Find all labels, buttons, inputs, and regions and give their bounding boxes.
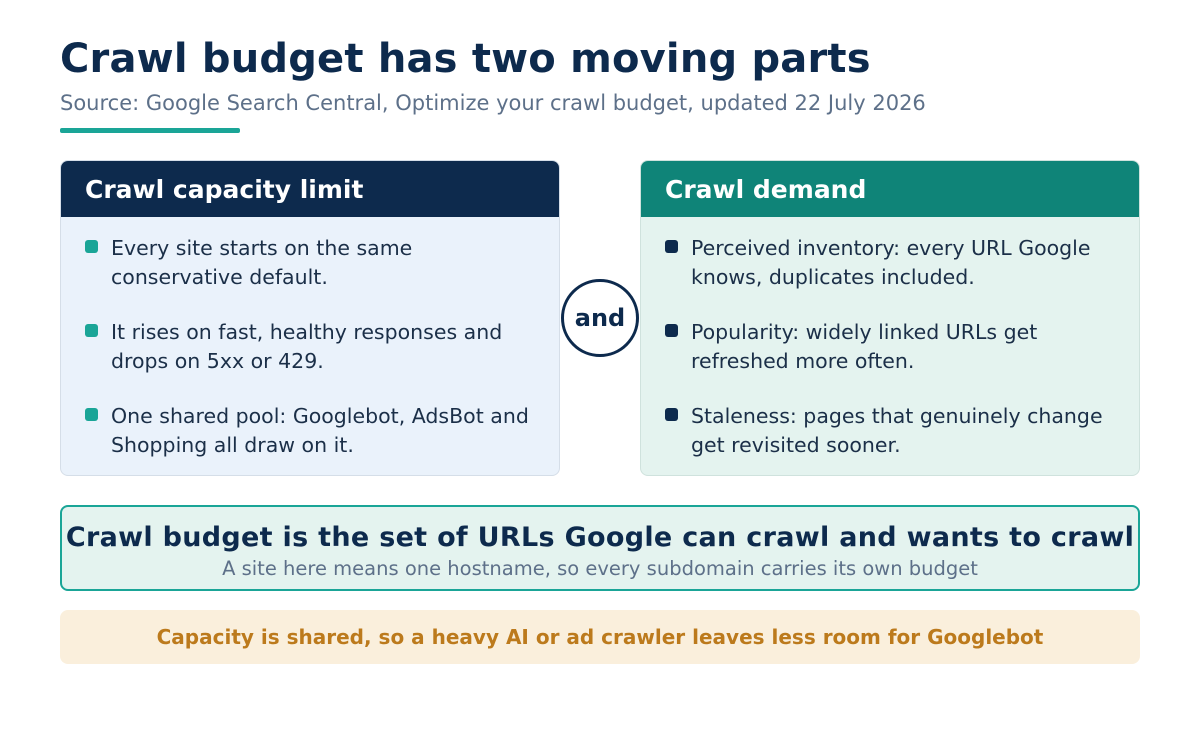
capacity-card: Crawl capacity limit Every site starts o… xyxy=(60,160,560,476)
demand-bullet-text: Staleness: pages that genuinely change g… xyxy=(691,404,1103,457)
square-bullet-icon xyxy=(665,240,678,253)
demand-bullet: Popularity: widely linked URLs get refre… xyxy=(665,318,1117,376)
title-accent-rule xyxy=(60,128,240,133)
demand-bullet-text: Popularity: widely linked URLs get refre… xyxy=(691,320,1038,373)
demand-bullet-list: Perceived inventory: every URL Google kn… xyxy=(641,217,1139,460)
and-connector: and xyxy=(561,279,639,357)
demand-bullet-text: Perceived inventory: every URL Google kn… xyxy=(691,236,1091,289)
demand-bullet: Perceived inventory: every URL Google kn… xyxy=(665,234,1117,292)
capacity-bullet-text: One shared pool: Googlebot, AdsBot and S… xyxy=(111,404,529,457)
capacity-bullet: Every site starts on the same conservati… xyxy=(85,234,537,292)
definition-note: A site here means one hostname, so every… xyxy=(222,557,978,580)
demand-card-heading: Crawl demand xyxy=(641,161,1139,217)
capacity-bullet: It rises on fast, healthy responses and … xyxy=(85,318,537,376)
square-bullet-icon xyxy=(85,240,98,253)
capacity-bullet-text: Every site starts on the same conservati… xyxy=(111,236,413,289)
page-title: Crawl budget has two moving parts xyxy=(60,36,871,82)
square-bullet-icon xyxy=(665,324,678,337)
definition-statement: Crawl budget is the set of URLs Google c… xyxy=(65,522,1135,553)
capacity-bullet: One shared pool: Googlebot, AdsBot and S… xyxy=(85,402,537,460)
capacity-bullet-text: It rises on fast, healthy responses and … xyxy=(111,320,503,373)
square-bullet-icon xyxy=(665,408,678,421)
demand-card: Crawl demand Perceived inventory: every … xyxy=(640,160,1140,476)
square-bullet-icon xyxy=(85,408,98,421)
definition-box: Crawl budget is the set of URLs Google c… xyxy=(60,505,1140,591)
square-bullet-icon xyxy=(85,324,98,337)
capacity-card-heading: Crawl capacity limit xyxy=(61,161,559,217)
capacity-bullet-list: Every site starts on the same conservati… xyxy=(61,217,559,460)
shared-capacity-callout: Capacity is shared, so a heavy AI or ad … xyxy=(60,610,1140,664)
source-subtitle: Source: Google Search Central, Optimize … xyxy=(60,91,926,115)
demand-bullet: Staleness: pages that genuinely change g… xyxy=(665,402,1117,460)
